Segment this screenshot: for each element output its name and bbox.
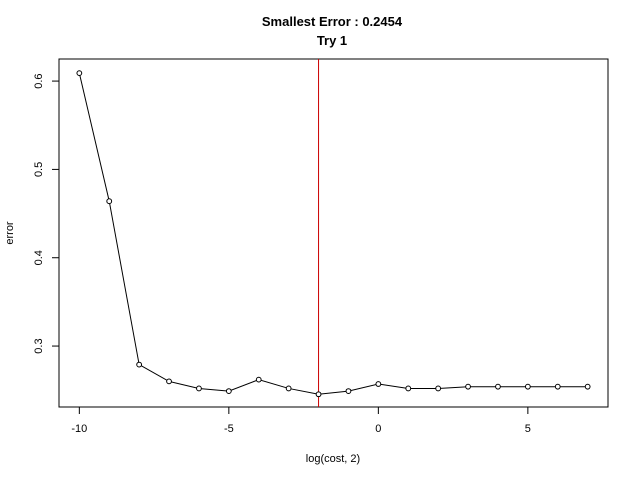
- data-point: [76, 70, 83, 77]
- data-point: [375, 381, 382, 387]
- x-tick-label: 0: [375, 423, 381, 435]
- x-tick-label: 5: [525, 423, 531, 435]
- series-line: [78, 73, 588, 395]
- chart-title: Smallest Error : 0.2454: [262, 14, 403, 29]
- data-point: [285, 385, 292, 392]
- data-point: [584, 383, 591, 390]
- plot-frame: [58, 58, 609, 408]
- x-tick-label: -10: [71, 423, 87, 435]
- y-tick-label: 0.5: [33, 162, 45, 177]
- x-axis-label: log(cost, 2): [306, 453, 360, 465]
- data-point: [554, 383, 561, 390]
- data-point: [255, 376, 262, 383]
- series-layer: [76, 70, 591, 398]
- chart-subtitle: Try 1: [317, 33, 347, 48]
- y-axis: 0.3 0.4 0.5 0.6: [33, 73, 59, 354]
- data-point: [106, 198, 113, 205]
- y-tick-label: 0.6: [33, 73, 45, 88]
- data-point: [465, 383, 471, 390]
- data-point: [345, 388, 352, 395]
- y-tick-label: 0.3: [33, 338, 45, 353]
- y-tick-label: 0.4: [33, 250, 45, 265]
- data-point: [435, 385, 442, 392]
- data-point: [196, 385, 202, 392]
- x-axis: -10 -5 0 5: [71, 407, 531, 435]
- x-tick-label: -5: [224, 423, 234, 435]
- data-point: [524, 383, 531, 390]
- data-point: [166, 378, 172, 385]
- data-point: [136, 361, 143, 368]
- data-point: [405, 385, 412, 392]
- data-point: [315, 391, 322, 398]
- data-point: [225, 388, 232, 395]
- y-axis-label: error: [4, 221, 16, 245]
- data-point: [495, 383, 501, 390]
